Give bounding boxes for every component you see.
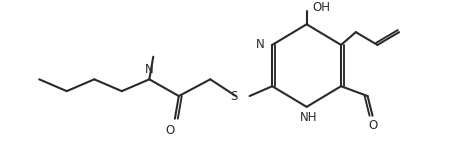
- Text: N: N: [145, 63, 154, 76]
- Text: N: N: [256, 38, 264, 51]
- Text: OH: OH: [312, 1, 331, 14]
- Text: O: O: [368, 119, 377, 132]
- Text: S: S: [230, 89, 237, 103]
- Text: NH: NH: [300, 111, 317, 124]
- Text: O: O: [165, 124, 175, 137]
